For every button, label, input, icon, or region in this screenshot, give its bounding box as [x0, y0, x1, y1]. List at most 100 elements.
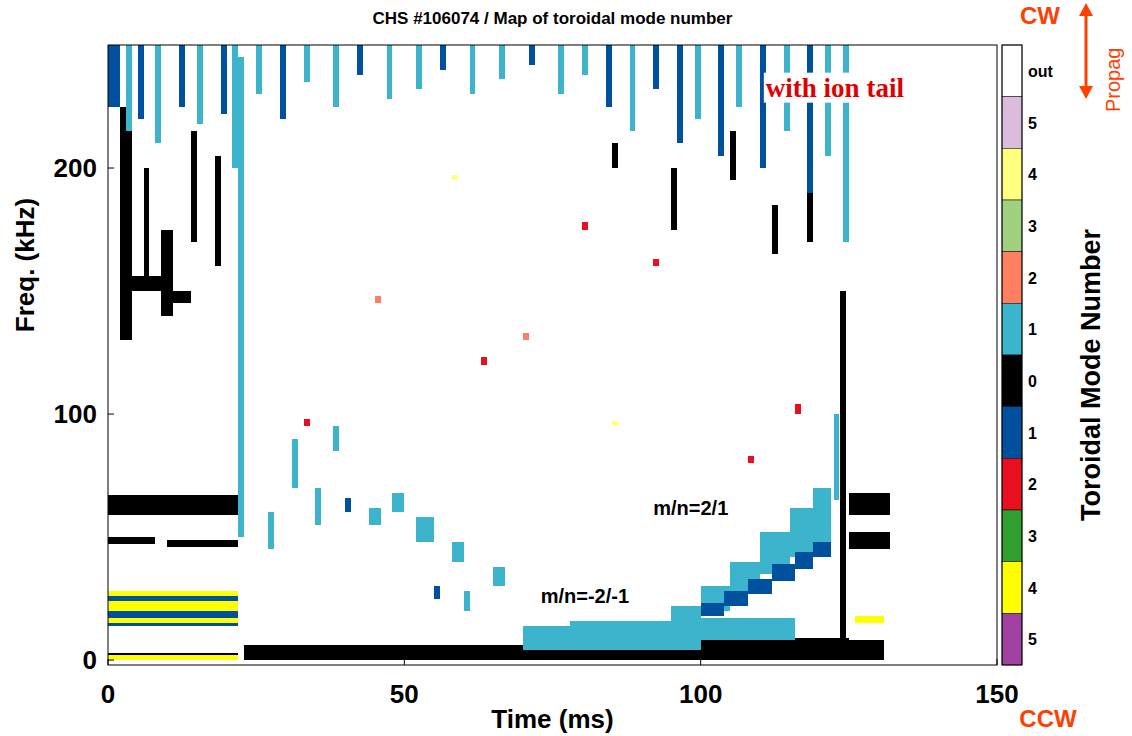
mode-cell [464, 591, 470, 611]
y-tick [108, 168, 114, 169]
mode-cell [345, 498, 351, 513]
mode-cell [772, 205, 778, 254]
colorbar-swatch [1002, 303, 1022, 355]
mode-cell [760, 45, 766, 168]
colorbar-swatch [1002, 355, 1022, 407]
x-tick [997, 659, 998, 665]
x-tick-label: 0 [101, 679, 115, 709]
cw-label: CW [1020, 2, 1060, 29]
mode-cell [849, 532, 890, 549]
mode-cell [748, 579, 772, 594]
mode-cell [144, 168, 150, 279]
mode-cell [108, 537, 155, 544]
colorbar-swatch [1002, 510, 1022, 562]
mode-cell [416, 517, 434, 542]
mode-cell [416, 45, 422, 89]
mode-cell [795, 404, 801, 414]
mode-cell [523, 333, 529, 340]
mode-cell [292, 439, 298, 488]
annotation: m/n=-2/-1 [541, 585, 629, 607]
mode-cell [126, 276, 167, 291]
mode-cell [108, 601, 238, 611]
colorbar-swatch [1002, 562, 1022, 614]
mode-cell [191, 131, 197, 242]
colorbar-swatch [1002, 148, 1022, 200]
mode-cell [843, 640, 884, 660]
ccw-label: CCW [1019, 705, 1077, 732]
arrow-head [1079, 86, 1093, 99]
colorbar-swatch [1002, 407, 1022, 459]
chart: CHS #106074 / Map of toroidal mode numbe… [0, 0, 1132, 736]
colorbar-label: 2 [1028, 270, 1037, 287]
mode-cell [434, 586, 440, 598]
mode-cell [173, 291, 191, 303]
mode-cell [790, 508, 814, 557]
mode-cell [499, 45, 505, 79]
mode-cell [813, 542, 831, 557]
mode-cell [481, 357, 487, 364]
cells [108, 45, 890, 660]
mode-cell [108, 591, 238, 596]
mode-cell [333, 426, 339, 451]
mode-cell [671, 168, 677, 230]
mode-cell [570, 621, 700, 646]
arrow-label: Propag [1102, 48, 1124, 113]
y-tick [108, 414, 114, 415]
label-patch [539, 585, 631, 607]
colorbar-frame [1002, 45, 1022, 665]
label-patch [764, 73, 907, 103]
mode-cell [108, 653, 238, 655]
y-axis-title: Freq. (kHz) [10, 198, 40, 332]
mode-cell [470, 45, 476, 94]
mode-cell [630, 45, 636, 131]
colorbar-label: 5 [1028, 115, 1037, 132]
mode-cell [701, 618, 796, 640]
mode-cell [677, 45, 683, 143]
label-patch [651, 497, 730, 519]
colorbar-label: 2 [1028, 476, 1037, 493]
colorbar-label: 5 [1028, 631, 1037, 648]
colorbar-swatch [1002, 458, 1022, 510]
mode-cell [748, 456, 754, 463]
mode-cell [834, 414, 839, 500]
mode-cell [493, 567, 505, 587]
mode-cell [813, 488, 831, 550]
x-tick-label: 150 [975, 679, 1018, 709]
mode-cell [606, 45, 612, 107]
mode-cell [375, 296, 381, 303]
mode-cell [795, 552, 813, 569]
direction-arrow [1085, 10, 1088, 92]
plot-area [108, 45, 997, 665]
mode-cell [558, 45, 564, 94]
mode-cell [695, 45, 701, 119]
mode-cell [582, 45, 588, 75]
mode-cell [724, 591, 748, 606]
colorbar-swatch [1002, 200, 1022, 252]
mode-cell [108, 45, 120, 107]
colorbar-swatch [1002, 97, 1022, 149]
mode-cell [268, 512, 274, 549]
colorbar-label: 3 [1028, 528, 1037, 545]
mode-cell [736, 45, 742, 107]
mode-cell [333, 45, 339, 107]
mode-cell [215, 156, 221, 267]
mode-cell [612, 421, 618, 426]
arrow-head [1079, 3, 1093, 16]
mode-cell [179, 45, 185, 107]
mode-cell [120, 107, 132, 341]
y-tick-label: 200 [54, 153, 97, 183]
mode-cell [807, 193, 813, 242]
colorbar-label: 1 [1028, 321, 1037, 338]
mode-cell [855, 616, 885, 623]
mode-cell [232, 45, 238, 168]
colorbar-label: 0 [1028, 373, 1037, 390]
mode-cell [671, 606, 701, 623]
mode-cell [369, 508, 381, 525]
mode-cell [653, 259, 659, 266]
mode-cell [653, 45, 659, 89]
mode-cell [772, 564, 796, 581]
mode-cell [612, 143, 618, 168]
x-tick [404, 659, 405, 665]
colorbar-label: 1 [1028, 425, 1037, 442]
colorbar-label: 4 [1028, 166, 1037, 183]
